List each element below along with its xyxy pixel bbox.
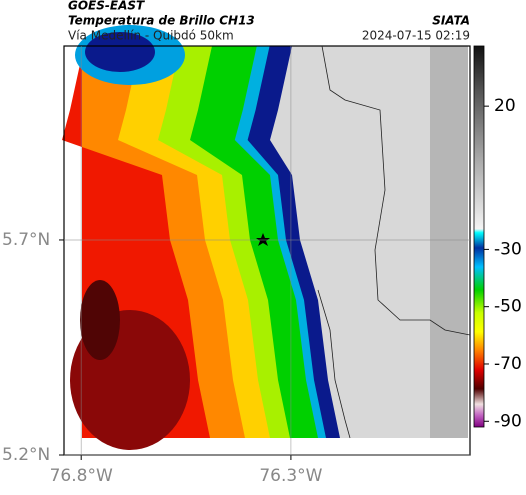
x-tick-label: 76.3°W	[259, 466, 322, 486]
satellite: GOES-EAST	[68, 0, 145, 13]
colorbar-tick-label: -30	[494, 239, 522, 259]
datetime: 2024-07-15 02:19	[362, 29, 470, 43]
colorbar	[473, 45, 485, 428]
warm-core	[80, 280, 120, 360]
colorbar-tick-label: -90	[494, 411, 522, 431]
subtitle: Vía Medellín - Quibdó 50km	[68, 29, 234, 43]
colorbar-tick-label: -50	[494, 297, 522, 317]
dark-land	[430, 46, 468, 438]
source: SIATA	[432, 14, 470, 28]
star-marker	[256, 233, 270, 246]
y-tick-label: 5.2°N	[2, 445, 50, 465]
border-lines	[317, 45, 471, 439]
colorbar-tick-label: 20	[494, 96, 516, 116]
title: Temperatura de Brillo CH13	[68, 14, 255, 28]
cold-cloud-core	[85, 32, 155, 72]
x-tick-label: 76.8°W	[50, 466, 113, 486]
y-tick-label: 5.7°N	[2, 230, 50, 250]
colorbar-tick-label: -70	[494, 354, 522, 374]
satellite-image	[62, 25, 468, 450]
